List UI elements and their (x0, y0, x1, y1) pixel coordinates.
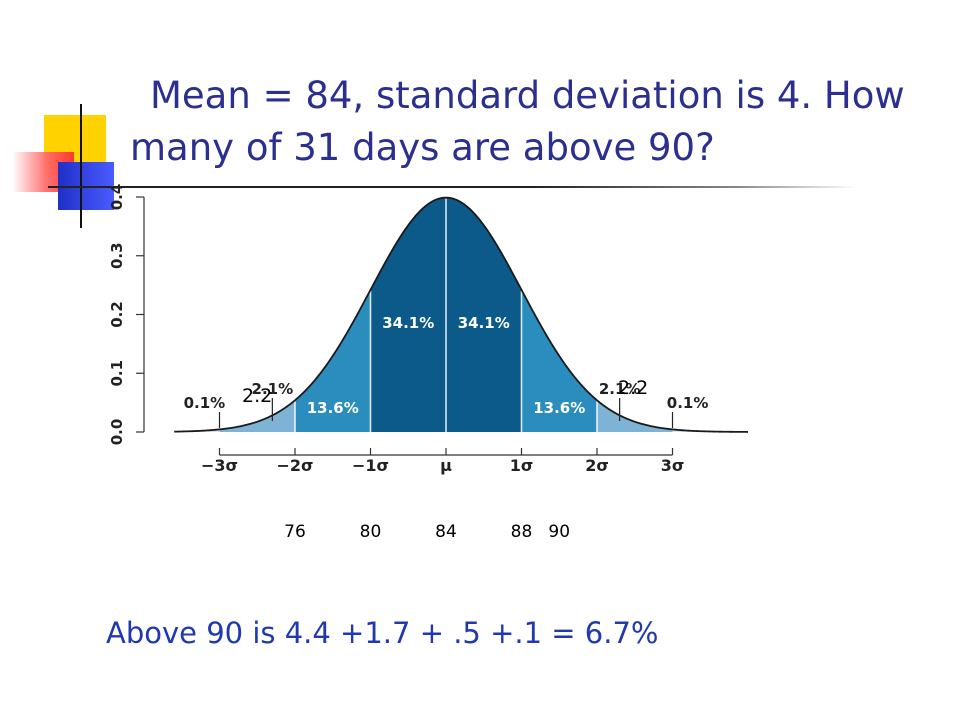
chart-regions (174, 196, 749, 433)
region-0 (219, 400, 295, 432)
y-tick-label-2: 0.2 (108, 301, 126, 328)
title-line-2: many of 31 days are above 90? (130, 126, 715, 169)
region-label-4: 13.6% (533, 399, 585, 417)
tail-region-left (174, 429, 220, 432)
answer-text: Above 90 is 4.4 +1.7 + .5 +.1 = 6.7% (106, 616, 659, 650)
tail-label-0: 0.1% (184, 394, 226, 412)
title-line-1: Mean = 84, standard deviation is 4. How (150, 74, 905, 117)
tail-label-1: 0.1% (667, 394, 709, 412)
region-5 (597, 400, 673, 432)
decor-horizontal-line (48, 186, 858, 188)
chart-labels: 2.1% 13.6% 34.1% 34.1% 13.6% 2.1% 0.1% 0.1% (184, 314, 709, 428)
x-tick-label-1: −2σ (277, 456, 314, 475)
normal-distribution-chart: 0.0 0.1 0.2 0.3 0.4 −3σ −2σ −1σ μ 1σ 2σ 3σ 2.1% 13.6… (108, 184, 749, 475)
decor-vertical-line (80, 104, 82, 228)
slide-title: Mean = 84, standard deviation is 4. How … (130, 70, 930, 174)
y-tick-label-3: 0.3 (108, 242, 126, 269)
x-tick-label-6: 3σ (661, 456, 685, 475)
x-tick-label-3: μ (440, 456, 452, 475)
region-label-3: 34.1% (458, 314, 510, 332)
x-tick-label-2: −1σ (352, 456, 389, 475)
y-tick-label-4: 0.4 (108, 184, 126, 211)
region-label-0: 2.1% (252, 380, 294, 398)
region-label-1: 13.6% (307, 399, 359, 417)
raw-score-80: 80 (359, 522, 382, 542)
raw-score-90: 90 (548, 522, 571, 542)
annotation-left: 2.2 (242, 385, 273, 407)
y-tick-label-0: 0.0 (108, 419, 126, 446)
x-tick-label-4: 1σ (510, 456, 534, 475)
y-tick-label-1: 0.1 (108, 360, 126, 387)
annotation-right: 2.2 (618, 377, 649, 399)
x-tick-label-0: −3σ (201, 456, 238, 475)
chart-axes: 0.0 0.1 0.2 0.3 0.4 −3σ −2σ −1σ μ 1σ 2σ 3σ (108, 184, 684, 475)
raw-score-76: 76 (284, 522, 306, 542)
raw-score-88: 88 (510, 522, 533, 542)
region-label-2: 34.1% (382, 314, 434, 332)
x-tick-label-5: 2σ (585, 456, 609, 475)
density-curve (174, 196, 749, 433)
region-label-5: 2.1% (599, 380, 641, 398)
raw-score-84: 84 (435, 522, 457, 542)
